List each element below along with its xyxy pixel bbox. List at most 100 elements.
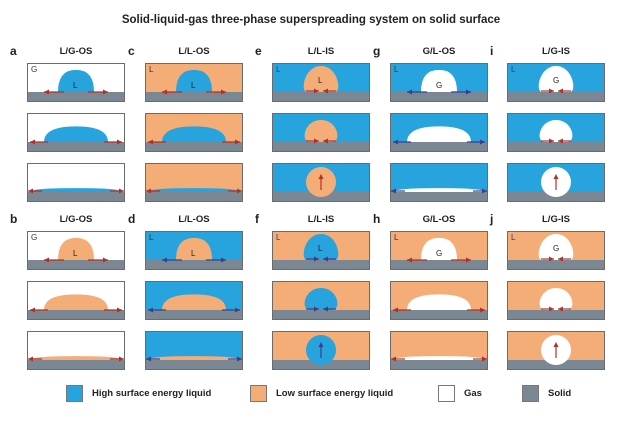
panel-title: L/G-IS xyxy=(542,46,570,57)
droplet-label: L xyxy=(191,249,196,258)
panel-letter: g xyxy=(373,44,381,58)
panel-border xyxy=(390,163,488,202)
solid-substrate xyxy=(27,192,125,202)
panel-e-stage-3 xyxy=(272,163,370,202)
panel-border xyxy=(145,231,243,270)
droplet xyxy=(162,294,226,310)
panel-title: L/G-OS xyxy=(59,214,93,225)
arrow-head-icon xyxy=(28,356,33,362)
droplet xyxy=(58,237,94,260)
panel-letter: h xyxy=(373,212,381,226)
solid-substrate xyxy=(390,360,488,370)
droplet-label: L xyxy=(73,81,78,90)
legend-label: Gas xyxy=(464,388,482,399)
legend-swatch-solid xyxy=(522,385,539,402)
arrow-head-icon xyxy=(30,307,35,313)
arrow-head-icon xyxy=(558,88,563,94)
panel-e-stage-2 xyxy=(272,113,370,152)
legend-label: High surface energy liquid xyxy=(92,388,212,399)
arrow-head-icon xyxy=(314,256,319,262)
solid-substrate xyxy=(27,260,125,270)
solid-substrate xyxy=(390,310,488,320)
panel-border xyxy=(27,163,125,202)
arrow-head-icon xyxy=(30,139,35,145)
arrow-head-icon xyxy=(391,356,396,362)
arrow-head-icon xyxy=(117,139,122,145)
panel-letter: j xyxy=(490,212,494,226)
panel-title: L/L-IS xyxy=(307,46,335,57)
panel-border xyxy=(27,63,125,102)
droplet xyxy=(30,356,122,360)
panel-border xyxy=(272,163,370,202)
panel-d-stage-3 xyxy=(145,331,243,370)
panel-border xyxy=(145,63,243,102)
arrow-head-icon xyxy=(146,188,151,194)
panel-border xyxy=(272,281,370,320)
arrow-head-icon xyxy=(558,306,563,312)
solid-substrate xyxy=(272,260,370,270)
panel-border xyxy=(390,331,488,370)
arrow-head-icon xyxy=(44,89,49,95)
panel-border xyxy=(145,163,243,202)
droplet xyxy=(407,126,471,142)
droplet-label: L xyxy=(191,81,196,90)
arrow-head-icon xyxy=(466,257,471,263)
solid-substrate xyxy=(272,310,370,320)
panel-border xyxy=(507,63,605,102)
panel-h-stage-2 xyxy=(390,281,488,320)
droplet xyxy=(393,188,485,192)
panel-border xyxy=(27,231,125,270)
panel-letter: i xyxy=(490,44,494,58)
panel-i-stage-2 xyxy=(507,113,605,152)
panel-title: L/L-OS xyxy=(178,46,210,57)
arrow-head-icon xyxy=(162,89,167,95)
panel-border xyxy=(390,63,488,102)
figure-title: Solid-liquid-gas three-phase superspread… xyxy=(121,14,501,26)
legend-label: Low surface energy liquid xyxy=(276,388,394,399)
droplet xyxy=(538,66,574,92)
droplet xyxy=(58,69,94,92)
ambient-label: L xyxy=(394,233,399,242)
legend-swatch-low-liquid xyxy=(250,385,267,402)
panel-border xyxy=(27,331,125,370)
arrow-head-icon xyxy=(549,88,554,94)
ambient-label: L xyxy=(149,65,154,74)
arrow-up-icon xyxy=(318,174,324,179)
panel-g-stage-2 xyxy=(390,113,488,152)
panel-border xyxy=(507,163,605,202)
panel-border xyxy=(27,113,125,152)
panel-title: L/G-IS xyxy=(542,214,570,225)
droplet-label: G xyxy=(553,76,559,85)
arrow-head-icon xyxy=(549,306,554,312)
droplet-label: G xyxy=(436,249,442,258)
ambient-label: L xyxy=(276,233,281,242)
arrow-head-icon xyxy=(323,256,328,262)
arrow-head-icon xyxy=(237,356,242,362)
solid-substrate xyxy=(507,260,605,270)
arrow-head-icon xyxy=(480,307,485,313)
arrow-head-icon xyxy=(162,257,167,263)
droplet-label: G xyxy=(436,81,442,90)
solid-substrate xyxy=(272,92,370,102)
arrow-up-icon xyxy=(553,342,559,347)
droplet xyxy=(30,188,122,192)
panel-letter: d xyxy=(128,212,136,226)
ambient-label: L xyxy=(511,65,516,74)
droplet-label: L xyxy=(318,76,323,85)
panel-border xyxy=(145,331,243,370)
droplet xyxy=(539,120,573,142)
arrow-head-icon xyxy=(235,139,240,145)
arrow-head-icon xyxy=(314,88,319,94)
panel-border xyxy=(272,63,370,102)
legend-label: Solid xyxy=(548,388,572,399)
solid-substrate xyxy=(390,142,488,152)
arrow-head-icon xyxy=(146,356,151,362)
arrow-head-icon xyxy=(314,138,319,144)
solid-substrate xyxy=(507,92,605,102)
arrow-head-icon xyxy=(103,89,108,95)
droplet xyxy=(421,237,457,260)
arrow-head-icon xyxy=(323,138,328,144)
panel-border xyxy=(507,331,605,370)
panel-title: L/L-IS xyxy=(307,214,335,225)
